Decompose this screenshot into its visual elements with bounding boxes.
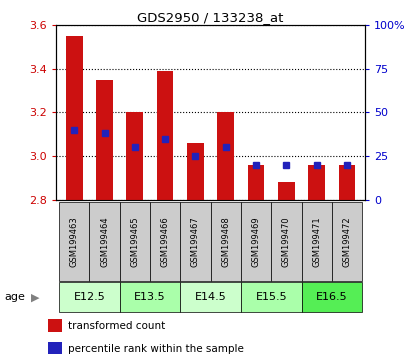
Bar (278, 182, 295, 200)
Text: GSM199472: GSM199472 (342, 216, 352, 267)
Text: E15.5: E15.5 (255, 292, 287, 302)
Text: E16.5: E16.5 (316, 292, 348, 302)
Text: GSM199469: GSM199469 (251, 216, 261, 267)
Bar (48, 319, 62, 332)
Bar (308, 165, 325, 200)
Bar (66, 36, 83, 200)
Text: ▶: ▶ (31, 292, 39, 302)
Bar (127, 112, 143, 200)
Bar (302, 202, 332, 281)
Bar (59, 202, 89, 281)
Bar (180, 282, 241, 312)
Bar (150, 202, 180, 281)
Text: GSM199463: GSM199463 (70, 216, 79, 267)
Bar (271, 202, 302, 281)
Text: GSM199465: GSM199465 (130, 216, 139, 267)
Bar (211, 202, 241, 281)
Text: E12.5: E12.5 (73, 292, 105, 302)
Bar (339, 165, 355, 200)
Text: GSM199470: GSM199470 (282, 216, 291, 267)
Bar (157, 71, 173, 200)
Bar (180, 202, 211, 281)
Bar (59, 282, 120, 312)
Text: GSM199468: GSM199468 (221, 216, 230, 267)
Bar (48, 342, 62, 354)
Bar (120, 202, 150, 281)
Bar (217, 112, 234, 200)
Text: E13.5: E13.5 (134, 292, 166, 302)
Bar (89, 202, 120, 281)
Text: GSM199471: GSM199471 (312, 216, 321, 267)
Bar (332, 202, 362, 281)
Bar (120, 282, 180, 312)
Title: GDS2950 / 133238_at: GDS2950 / 133238_at (137, 11, 284, 24)
Bar (96, 80, 113, 200)
Text: transformed count: transformed count (68, 320, 166, 331)
Bar (187, 143, 204, 200)
Bar (302, 282, 362, 312)
Text: age: age (4, 292, 25, 302)
Bar (248, 165, 264, 200)
Text: GSM199466: GSM199466 (161, 216, 170, 267)
Text: E14.5: E14.5 (195, 292, 227, 302)
Text: GSM199464: GSM199464 (100, 216, 109, 267)
Bar (241, 202, 271, 281)
Bar (241, 282, 302, 312)
Text: GSM199467: GSM199467 (191, 216, 200, 267)
Text: percentile rank within the sample: percentile rank within the sample (68, 343, 244, 354)
